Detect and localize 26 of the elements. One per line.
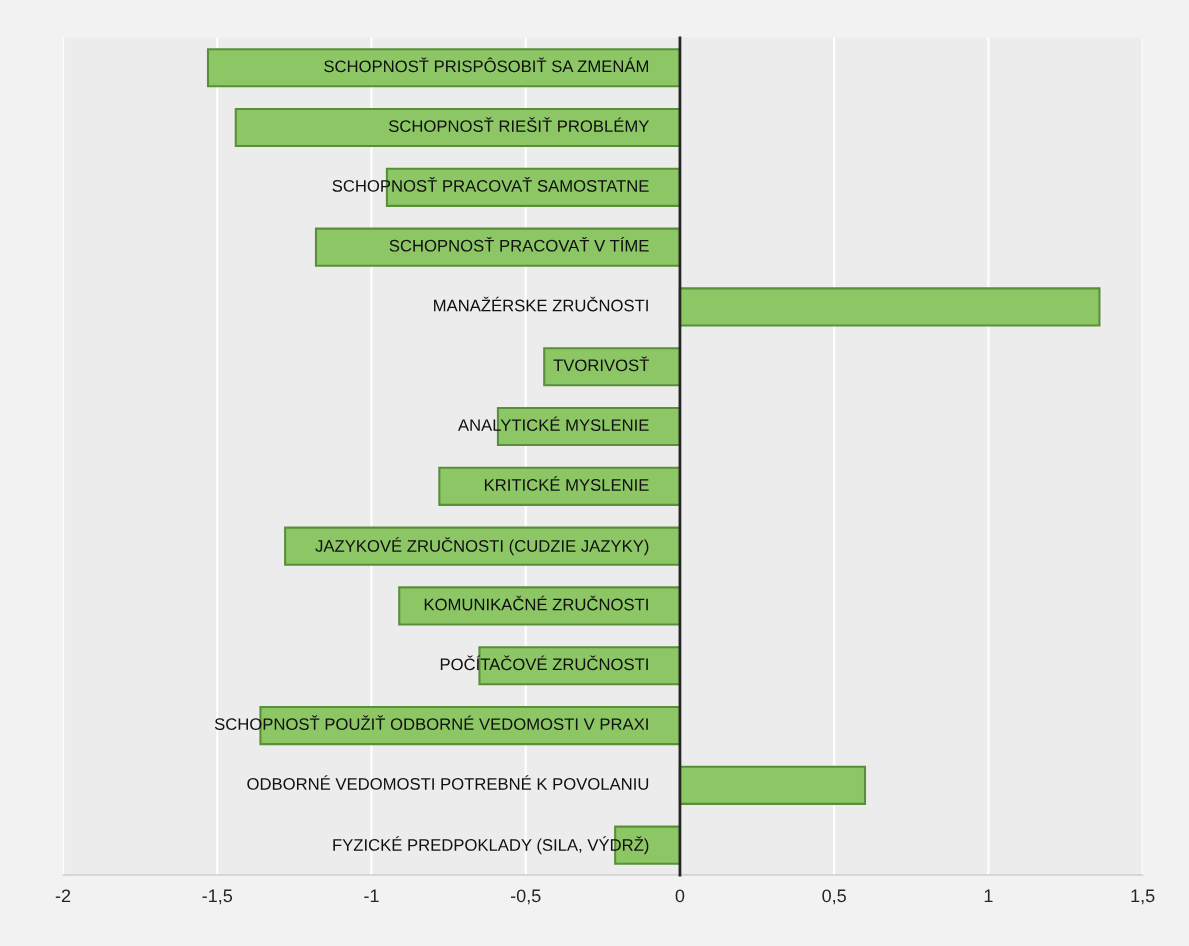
y-tick-label: MANAŽÉRSKE ZRUČNOSTI — [434, 296, 648, 312]
bar — [234, 107, 681, 148]
x-tick-label: 0 — [675, 889, 685, 903]
y-tick-label: SCHOPNOSŤ RIEŠIŤ PROBLÉMY — [388, 117, 650, 133]
x-tick-label: 0,5 — [822, 889, 846, 905]
bar — [678, 287, 1101, 327]
bar — [206, 48, 681, 88]
y-tick-label: JAZYKOVÉ ZRUČNOSTI (CUDZIE JAZYKY) — [315, 537, 649, 556]
bar — [678, 765, 867, 805]
y-tick-label: KOMUNIKAČNÉ ZRUČNOSTI — [424, 595, 648, 611]
bar — [284, 526, 681, 566]
bar — [398, 586, 681, 626]
y-tick-label: SCHOPNOSŤ PRACOVAŤ V TÍME — [389, 236, 649, 252]
y-tick-label: ODBORNÉ VEDOMOSTI POTREBNÉ K POVOLANIU — [247, 775, 649, 790]
y-tick-label: TVORIVOSŤ — [553, 356, 649, 372]
x-tick-label: -1,5 — [202, 889, 233, 905]
x-tick-label: -0,5 — [510, 889, 541, 905]
bar — [438, 466, 681, 506]
x-tick-label: -2 — [55, 889, 71, 903]
y-tick-label: SCHOPNOSŤ PRISPÔSOBIŤ SA ZMENÁM — [324, 57, 649, 73]
x-tick-label: -1 — [364, 889, 379, 903]
x-tick-label: 1 — [984, 889, 993, 903]
bar — [543, 347, 681, 387]
y-tick-label: KRITICKÉ MYSLENIE — [484, 476, 649, 491]
bar — [314, 227, 681, 267]
x-tick-label: 1,5 — [1131, 889, 1155, 905]
